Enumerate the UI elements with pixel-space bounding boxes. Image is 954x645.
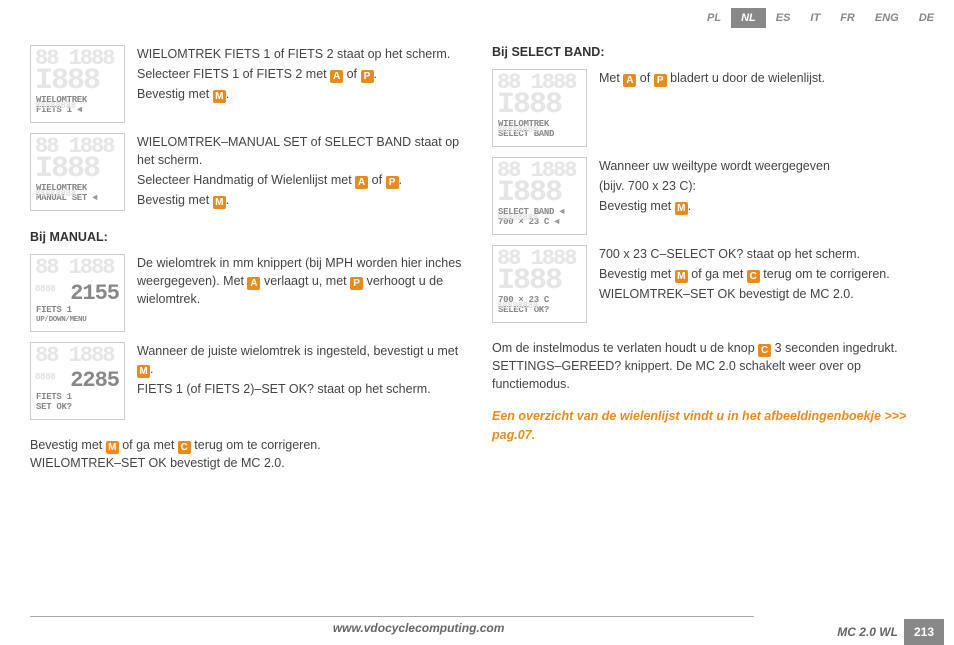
step-band-browse: 88 1888I88888888888 WIELOMTREK SELECT BA… xyxy=(492,69,924,147)
step-fiets-select: 88 1888I88888888888 WIELOMTREK FIETS 1 ◄… xyxy=(30,45,462,123)
text-line: Bevestig met M. xyxy=(137,85,462,103)
step-text: De wielomtrek in mm knippert (bij MPH wo… xyxy=(137,254,462,310)
step-text: Wanneer de juiste wielomtrek is ingestel… xyxy=(137,342,462,400)
step-manual-adjust: 88 18888888 2155 FIETS 1 UP/DOWN/MENU De… xyxy=(30,254,462,332)
p-icon: P xyxy=(350,277,363,290)
language-tabs: PLNLESITFRENGDE xyxy=(697,8,944,28)
c-icon: C xyxy=(758,344,771,357)
a-icon: A xyxy=(623,74,636,87)
lcd-thumb: 88 18888888 2155 FIETS 1 UP/DOWN/MENU xyxy=(30,254,125,332)
left-column: 88 1888I88888888888 WIELOMTREK FIETS 1 ◄… xyxy=(30,45,462,605)
footer-model: MC 2.0 WL xyxy=(837,625,898,639)
c-icon: C xyxy=(178,441,191,454)
lang-tab-nl[interactable]: NL xyxy=(731,8,766,28)
lcd-thumb: 88 1888I88888888888 WIELOMTREK FIETS 1 ◄ xyxy=(30,45,125,123)
step-text: Wanneer uw weiltype wordt weergegeven (b… xyxy=(599,157,924,217)
step-manual-confirm: 88 18888888 2285 FIETS 1 SET OK? Wanneer… xyxy=(30,342,462,420)
footer-divider xyxy=(30,616,754,617)
lang-tab-es[interactable]: ES xyxy=(766,8,801,28)
footer-url: www.vdocyclecomputing.com xyxy=(0,621,837,643)
text-line: Selecteer Handmatig of Wielenlijst met A… xyxy=(137,171,462,189)
text-line: 700 x 23 C–SELECT OK? staat op het scher… xyxy=(599,245,924,263)
text-line: Bevestig met M. xyxy=(137,191,462,209)
text-line: Bevestig met M. xyxy=(599,197,924,215)
a-icon: A xyxy=(330,70,343,83)
m-icon: M xyxy=(137,365,150,378)
step-band-shown: 88 1888I88888888888 SELECT BAND ◄ 700 × … xyxy=(492,157,924,235)
m-icon: M xyxy=(675,202,688,215)
lang-tab-fr[interactable]: FR xyxy=(830,8,865,28)
text-line: Om de instelmodus te verlaten houdt u de… xyxy=(492,339,924,393)
exit-text: Om de instelmodus te verlaten houdt u de… xyxy=(492,339,924,393)
lcd-line: SET OK? xyxy=(36,403,119,413)
text-line: WIELOMTREK FIETS 1 of FIETS 2 staat op h… xyxy=(137,45,462,63)
page-footer: www.vdocyclecomputing.com MC 2.0 WL 213 xyxy=(0,619,954,645)
step-text: WIELOMTREK–MANUAL SET of SELECT BAND sta… xyxy=(137,133,462,212)
p-icon: P xyxy=(386,176,399,189)
text-line: (bijv. 700 x 23 C): xyxy=(599,177,924,195)
step-text: WIELOMTREK FIETS 1 of FIETS 2 staat op h… xyxy=(137,45,462,105)
m-icon: M xyxy=(213,90,226,103)
lang-tab-de[interactable]: DE xyxy=(909,8,944,28)
text-line: Wanneer de juiste wielomtrek is ingestel… xyxy=(137,342,462,378)
p-icon: P xyxy=(654,74,667,87)
step-text: Met A of P bladert u door de wielenlijst… xyxy=(599,69,924,89)
text-line: WIELOMTREK–SET OK bevestigt de MC 2.0. xyxy=(599,285,924,303)
text-line: WIELOMTREK–SET OK bevestigt de MC 2.0. xyxy=(30,454,462,472)
highlight-note: Een overzicht van de wielenlijst vindt u… xyxy=(492,407,924,443)
a-icon: A xyxy=(247,277,260,290)
lcd-line: FIETS 1 xyxy=(36,306,119,316)
lcd-thumb: 88 1888I88888888888 WIELOMTREK SELECT BA… xyxy=(492,69,587,147)
c-icon: C xyxy=(747,270,760,283)
p-icon: P xyxy=(361,70,374,83)
lcd-thumb: 88 18888888 2285 FIETS 1 SET OK? xyxy=(30,342,125,420)
text-line: Selecteer FIETS 1 of FIETS 2 met A of P. xyxy=(137,65,462,83)
text-line: Bevestig met M of ga met C terug om te c… xyxy=(30,436,462,454)
footer-right: MC 2.0 WL 213 xyxy=(837,619,944,645)
m-icon: M xyxy=(213,196,226,209)
lang-tab-pl[interactable]: PL xyxy=(697,8,731,28)
step-manual-band-select: 88 1888I88888888888 WIELOMTREK MANUAL SE… xyxy=(30,133,462,212)
lcd-thumb: 88 1888I88888888888 WIELOMTREK MANUAL SE… xyxy=(30,133,125,211)
text-line: Wanneer uw weiltype wordt weergegeven xyxy=(599,157,924,175)
right-column: Bij SELECT BAND: 88 1888I88888888888 WIE… xyxy=(492,45,924,605)
text-line: FIETS 1 (of FIETS 2)–SET OK? staat op he… xyxy=(137,380,462,398)
page-number: 213 xyxy=(904,619,944,645)
text-line: Bevestig met M of ga met C terug om te c… xyxy=(599,265,924,283)
lang-tab-it[interactable]: IT xyxy=(800,8,830,28)
lcd-thumb: 88 1888I88888888888 700 × 23 C SELECT OK… xyxy=(492,245,587,323)
page-content: 88 1888I88888888888 WIELOMTREK FIETS 1 ◄… xyxy=(0,0,954,645)
m-icon: M xyxy=(106,441,119,454)
band-heading: Bij SELECT BAND: xyxy=(492,45,924,59)
lcd-thumb: 88 1888I88888888888 SELECT BAND ◄ 700 × … xyxy=(492,157,587,235)
m-icon: M xyxy=(675,270,688,283)
text-line: WIELOMTREK–MANUAL SET of SELECT BAND sta… xyxy=(137,133,462,169)
a-icon: A xyxy=(355,176,368,189)
lang-tab-eng[interactable]: ENG xyxy=(865,8,909,28)
manual-heading: Bij MANUAL: xyxy=(30,230,462,244)
bottom-text: Bevestig met M of ga met C terug om te c… xyxy=(30,436,462,472)
step-band-confirm: 88 1888I88888888888 700 × 23 C SELECT OK… xyxy=(492,245,924,323)
text-line: Met A of P bladert u door de wielenlijst… xyxy=(599,69,924,87)
step-text: 700 x 23 C–SELECT OK? staat op het scher… xyxy=(599,245,924,305)
text-line: De wielomtrek in mm knippert (bij MPH wo… xyxy=(137,254,462,308)
lcd-line: UP/DOWN/MENU xyxy=(36,316,119,324)
